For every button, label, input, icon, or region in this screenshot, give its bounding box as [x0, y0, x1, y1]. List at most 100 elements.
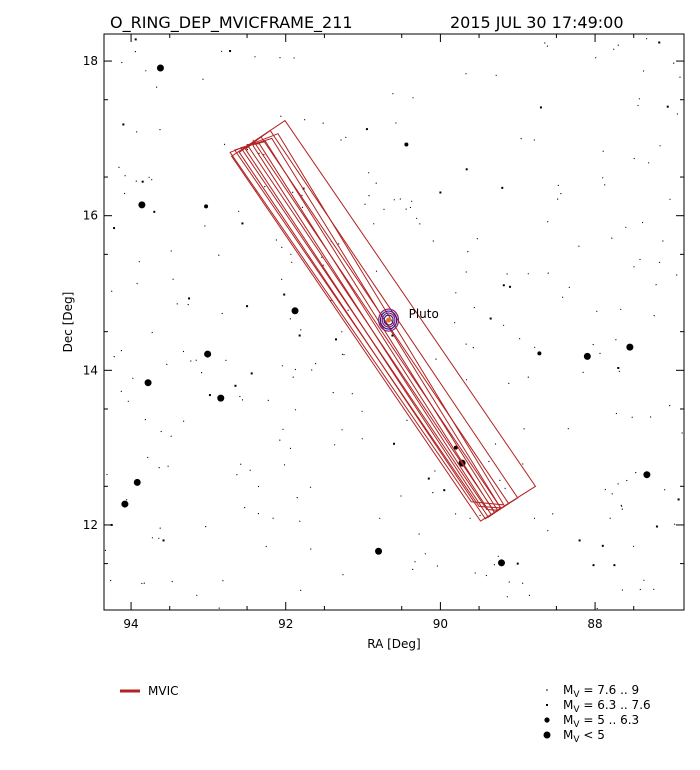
faint-star: [136, 181, 137, 182]
faint-star: [466, 379, 467, 380]
faint-star: [201, 372, 202, 373]
faint-star: [240, 464, 241, 465]
faint-star: [221, 51, 222, 52]
faint-star: [604, 184, 605, 185]
star-mag-6-7: [299, 335, 301, 337]
faint-star: [412, 97, 413, 98]
faint-star: [648, 162, 649, 163]
faint-star: [519, 338, 520, 339]
faint-star: [254, 56, 255, 57]
faint-star: [295, 369, 296, 370]
faint-star: [105, 550, 106, 551]
faint-star: [642, 222, 643, 223]
legend-symbol: [546, 704, 548, 706]
faint-star: [499, 480, 500, 481]
star-mag-6-7: [135, 38, 137, 40]
faint-star: [124, 193, 125, 194]
faint-star: [637, 105, 638, 106]
faint-star: [568, 428, 569, 429]
faint-star: [293, 377, 294, 378]
faint-star: [455, 513, 456, 514]
star-mag-6-7: [656, 525, 658, 527]
faint-star: [151, 179, 152, 180]
faint-star: [419, 223, 420, 224]
faint-star: [507, 596, 508, 597]
faint-star: [522, 583, 523, 584]
faint-star: [368, 172, 369, 173]
star-mag-under-5: [217, 395, 224, 402]
faint-star: [300, 329, 301, 330]
faint-star: [488, 461, 489, 462]
faint-star: [635, 472, 636, 473]
legend-symbol: [544, 732, 551, 739]
star-mag-6-7: [658, 42, 660, 44]
faint-star: [593, 344, 594, 345]
faint-star: [558, 185, 559, 186]
y-tick-label: 18: [83, 54, 98, 68]
star-mag-6-7: [366, 128, 368, 130]
star-mag-5-6: [204, 204, 208, 208]
faint-star: [294, 57, 295, 58]
faint-star: [188, 304, 189, 305]
faint-star: [368, 195, 369, 196]
faint-star: [379, 518, 380, 519]
faint-star: [145, 419, 146, 420]
faint-star: [118, 167, 119, 168]
faint-star: [173, 279, 174, 280]
y-tick-label: 12: [83, 518, 98, 532]
faint-star: [656, 284, 657, 285]
faint-star: [297, 497, 298, 498]
faint-star: [522, 463, 523, 464]
faint-star: [646, 38, 647, 39]
faint-star: [414, 561, 415, 562]
faint-star: [281, 279, 282, 280]
faint-star: [225, 360, 226, 361]
faint-star: [121, 391, 122, 392]
faint-star: [311, 369, 312, 370]
faint-star: [290, 318, 291, 319]
faint-star: [395, 122, 396, 123]
faint-star: [659, 262, 660, 263]
faint-star: [341, 331, 342, 332]
star-mag-under-5: [134, 479, 141, 486]
faint-star: [503, 325, 504, 326]
faint-star: [106, 474, 107, 475]
faint-star: [524, 428, 525, 429]
faint-star: [662, 240, 663, 241]
faint-star: [434, 470, 435, 471]
star-mag-6-7: [579, 539, 581, 541]
faint-star: [507, 273, 508, 274]
faint-star: [562, 297, 563, 298]
star-mag-6-7: [428, 478, 430, 480]
faint-star: [196, 595, 197, 596]
star-mag-6-7: [234, 385, 236, 387]
legend-mvic-label: MVIC: [148, 684, 178, 698]
faint-star: [239, 396, 240, 397]
star-mag-6-7: [613, 564, 615, 566]
faint-star: [338, 243, 339, 244]
faint-star: [547, 221, 548, 222]
faint-star: [310, 548, 311, 549]
faint-star: [280, 116, 281, 117]
faint-star: [279, 440, 280, 441]
x-tick-label: 92: [278, 617, 293, 631]
faint-star: [509, 581, 510, 582]
faint-star: [276, 239, 277, 240]
x-tick-label: 94: [123, 617, 138, 631]
faint-star: [664, 489, 665, 490]
faint-star: [137, 283, 138, 284]
faint-star: [299, 521, 300, 522]
faint-star: [547, 46, 548, 47]
faint-star: [204, 225, 205, 226]
faint-star: [273, 518, 274, 519]
star-mag-6-7: [393, 443, 395, 445]
legend-magnitude-label: MV < 5: [563, 728, 605, 745]
faint-star: [238, 211, 239, 212]
faint-star: [622, 589, 623, 590]
star-mag-under-5: [375, 548, 382, 555]
star-mag-6-7: [188, 297, 190, 299]
star-mag-6-7: [283, 294, 285, 296]
faint-star: [660, 145, 661, 146]
star-mag-6-7: [509, 286, 511, 288]
